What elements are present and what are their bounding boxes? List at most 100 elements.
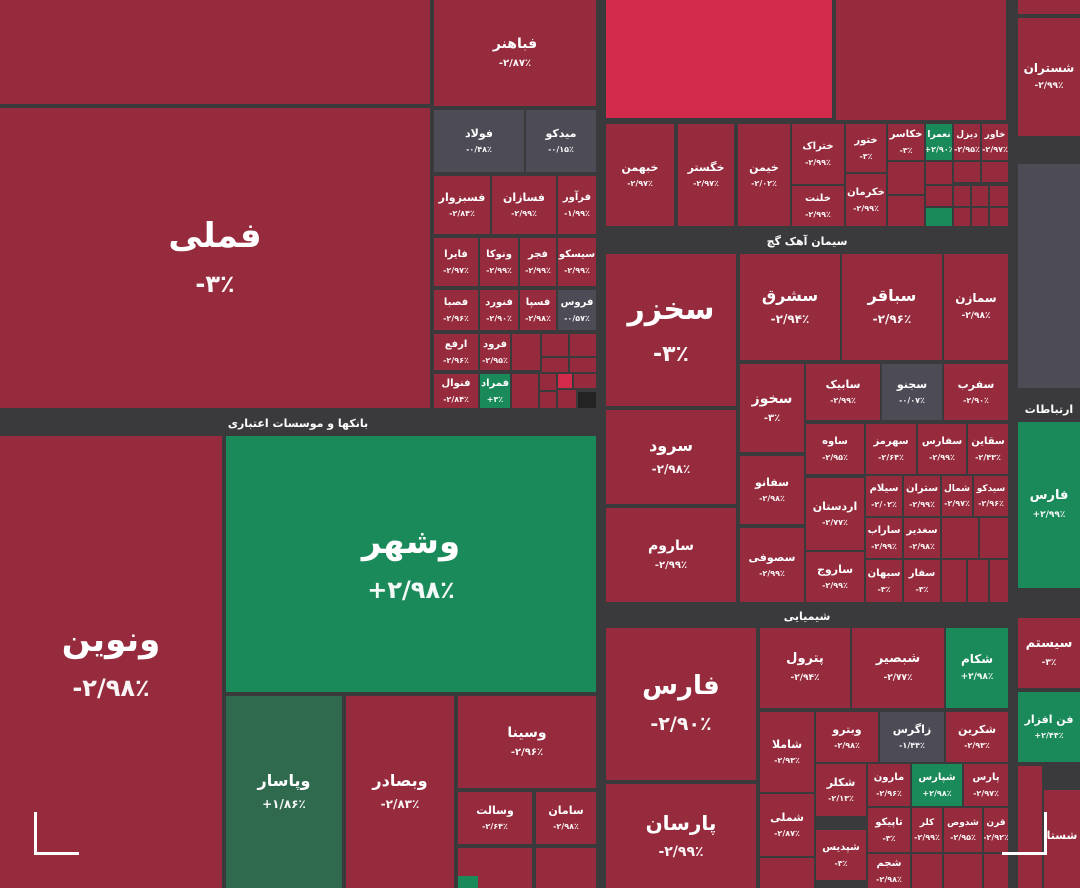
treemap-cell[interactable] — [984, 854, 1008, 888]
ticker-tile-vanovin[interactable]: ونوین -۲/۹۸٪ — [0, 436, 222, 888]
ticker-tile-fanval[interactable]: فنوال -۲/۸۴٪ — [434, 374, 478, 408]
treemap-cell[interactable] — [912, 854, 942, 888]
ticker-tile-sabik[interactable]: سابیک -۲/۹۹٪ — [806, 364, 880, 420]
ticker-tile-vanoka[interactable]: ونوکا -۲/۹۹٪ — [480, 238, 518, 286]
treemap-cell[interactable] — [606, 0, 832, 118]
ticker-tile-midko[interactable]: میدکو -۰/۱۵٪ — [526, 110, 596, 172]
treemap-cell[interactable] — [574, 374, 596, 388]
ticker-tile-saveh[interactable]: ساوه -۲/۹۵٪ — [806, 424, 864, 474]
ticker-tile-samazan[interactable]: سمازن -۲/۹۸٪ — [944, 254, 1008, 360]
treemap-cell[interactable] — [944, 854, 982, 888]
ticker-tile-shedos[interactable]: شدوص -۲/۹۵٪ — [944, 808, 982, 852]
treemap-cell[interactable] — [954, 208, 970, 226]
treemap-cell[interactable] — [540, 392, 556, 408]
ticker-tile-fasaa[interactable]: فصبا -۲/۹۶٪ — [434, 290, 478, 330]
ticker-tile-safano[interactable]: سفانو -۲/۹۸٪ — [740, 456, 804, 524]
treemap-cell[interactable] — [968, 560, 988, 602]
treemap-cell[interactable] — [0, 0, 430, 104]
ticker-tile-shegam[interactable]: شجم -۲/۹۸٪ — [868, 854, 910, 888]
ticker-tile-sidko[interactable]: سیدکو -۲/۹۶٪ — [974, 476, 1008, 516]
ticker-tile-parsan[interactable]: پارسان -۲/۹۹٪ — [606, 784, 756, 888]
treemap-cell[interactable] — [570, 358, 596, 372]
ticker-tile-sadbir[interactable]: سغدیر -۲/۹۸٪ — [904, 518, 940, 558]
ticker-tile-faros[interactable]: فروس -۰/۵۷٪ — [558, 290, 596, 330]
treemap-cell[interactable] — [458, 876, 478, 888]
treemap-cell[interactable] — [954, 162, 980, 182]
ticker-tile-faars[interactable]: فارس -۲/۹۰٪ — [606, 628, 756, 780]
ticker-tile-vasalt[interactable]: وسالت -۲/۶۴٪ — [458, 792, 532, 844]
ticker-tile-farvar[interactable]: فرآور -۱/۹۹٪ — [558, 176, 596, 234]
treemap-cell[interactable] — [1018, 766, 1042, 888]
treemap-cell[interactable] — [542, 334, 568, 356]
ticker-tile-fasapa[interactable]: فسپا -۲/۹۸٪ — [520, 290, 556, 330]
ticker-tile-silam[interactable]: سیلام -۲/۰۲٪ — [866, 476, 902, 516]
treemap-cell[interactable] — [972, 208, 988, 226]
ticker-tile-khekaser[interactable]: خکاسر -۳٪ — [888, 124, 924, 160]
ticker-tile-khelent[interactable]: خلنت -۲/۹۹٪ — [792, 186, 844, 226]
treemap-cell[interactable] — [836, 0, 1006, 118]
ticker-tile-kalor[interactable]: کلر -۲/۹۹٪ — [912, 808, 942, 852]
ticker-tile-vasina[interactable]: وسینا -۲/۹۶٪ — [458, 696, 596, 788]
ticker-tile-shastran[interactable]: شستران -۲/۹۹٪ — [1018, 18, 1080, 136]
treemap-cell[interactable] — [990, 208, 1008, 226]
ticker-tile-khebahman[interactable]: خبهمن -۲/۹۷٪ — [606, 124, 674, 226]
ticker-tile-sahormoz[interactable]: سهرمز -۲/۶۴٪ — [866, 424, 916, 474]
ticker-tile-shekar[interactable]: شکلر -۲/۱۳٪ — [816, 764, 866, 816]
ticker-tile-shabsir[interactable]: شبصیر -۲/۷۷٪ — [852, 628, 944, 708]
treemap-cell[interactable] — [512, 374, 538, 408]
ticker-tile-vabsader[interactable]: وبصادر -۲/۸۳٪ — [346, 696, 454, 888]
treemap-cell[interactable] — [558, 374, 572, 388]
ticker-tile-fanafzar[interactable]: فن افزار +۲/۴۴٪ — [1018, 692, 1080, 762]
treemap-cell[interactable] — [578, 392, 596, 408]
ticker-tile-arfa[interactable]: ارفع -۲/۹۶٪ — [434, 334, 478, 370]
ticker-tile-vitro[interactable]: وبترو -۲/۹۸٪ — [816, 712, 878, 762]
ticker-tile-khiman[interactable]: خیمن -۲/۰۲٪ — [738, 124, 790, 226]
treemap-cell[interactable] — [990, 560, 1008, 602]
ticker-tile-famrad[interactable]: فمراد +۳٪ — [480, 374, 510, 408]
ticker-tile-dizel[interactable]: دیزل -۲/۹۵٪ — [954, 124, 980, 160]
ticker-tile-shipdis[interactable]: شپدیس -۳٪ — [816, 830, 866, 880]
ticker-tile-sakhzar[interactable]: سخزر -۳٪ — [606, 254, 736, 406]
ticker-tile-khetrak[interactable]: ختراک -۲/۹۹٪ — [792, 124, 844, 184]
treemap-cell[interactable] — [942, 560, 966, 602]
ticker-tile-sarooj[interactable]: ساروج -۲/۹۹٪ — [806, 552, 864, 602]
treemap-cell[interactable] — [558, 390, 576, 408]
ticker-tile-tapiko[interactable]: تاپیکو -۳٪ — [868, 808, 910, 852]
treemap-cell[interactable] — [1018, 164, 1080, 388]
ticker-tile-sistam[interactable]: سیستم -۳٪ — [1018, 618, 1080, 688]
ticker-tile-sarood[interactable]: سرود -۲/۹۸٪ — [606, 410, 736, 504]
ticker-tile-sakhooz[interactable]: سخوز -۳٪ — [740, 364, 804, 452]
ticker-tile-nemara[interactable]: نعمرا +۲/۹۰٪ — [926, 124, 952, 160]
ticker-tile-fasabzevar[interactable]: فسبزوار -۲/۸۴٪ — [434, 176, 490, 234]
treemap-cell[interactable] — [512, 334, 540, 370]
ticker-tile-parss[interactable]: پارس -۲/۹۷٪ — [964, 764, 1008, 806]
treemap-cell[interactable] — [954, 186, 970, 206]
ticker-tile-safar[interactable]: سفار -۳٪ — [904, 560, 940, 602]
ticker-tile-shomal[interactable]: شمال -۲/۹۷٪ — [942, 476, 972, 516]
ticker-tile-sahban[interactable]: سبهان -۳٪ — [866, 560, 902, 602]
ticker-tile-fajr[interactable]: فجر -۲/۹۹٪ — [520, 238, 556, 286]
treemap-cell[interactable] — [1018, 0, 1080, 14]
ticker-tile-safarb[interactable]: سفرب -۲/۹۰٪ — [944, 364, 1008, 420]
ticker-tile-shargh[interactable]: سشرق -۲/۹۴٪ — [740, 254, 840, 360]
treemap-cell[interactable] — [926, 162, 952, 184]
ticker-tile-fabahonar[interactable]: فباهنر -۲/۸۷٪ — [434, 0, 596, 106]
ticker-tile-vapasar[interactable]: وپاسار +۱/۸۶٪ — [226, 696, 342, 888]
ticker-tile-saroom[interactable]: ساروم -۲/۹۹٪ — [606, 508, 736, 602]
treemap-cell[interactable] — [942, 518, 978, 558]
treemap-cell[interactable] — [982, 162, 1008, 182]
ticker-tile-farood[interactable]: فرود -۲/۹۵٪ — [480, 334, 510, 370]
ticker-tile-sarab[interactable]: ساراب -۲/۹۹٪ — [866, 518, 902, 558]
ticker-tile-sejnoo[interactable]: سجنو -۰/۰۷٪ — [882, 364, 942, 420]
ticker-tile-hamfars[interactable]: فارس +۲/۹۹٪ — [1018, 422, 1080, 588]
ticker-tile-shokrin[interactable]: شکرین -۲/۹۳٪ — [946, 712, 1008, 762]
ticker-tile-khatoor[interactable]: ختور -۳٪ — [846, 124, 886, 172]
ticker-tile-maron[interactable]: مارون -۲/۹۶٪ — [868, 764, 910, 806]
ticker-tile-saghayen[interactable]: سقاین -۲/۴۳٪ — [968, 424, 1008, 474]
ticker-tile-shemli[interactable]: شملی -۲/۸۷٪ — [760, 794, 814, 856]
ticker-tile-fanvard[interactable]: فنورد -۲/۹۰٪ — [480, 290, 518, 330]
treemap-cell[interactable] — [760, 858, 814, 888]
ticker-tile-fasazan[interactable]: فسازان -۲/۹۹٪ — [492, 176, 556, 234]
treemap-cell[interactable] — [926, 186, 952, 206]
ticker-tile-petrol[interactable]: پترول -۲/۹۴٪ — [760, 628, 850, 708]
